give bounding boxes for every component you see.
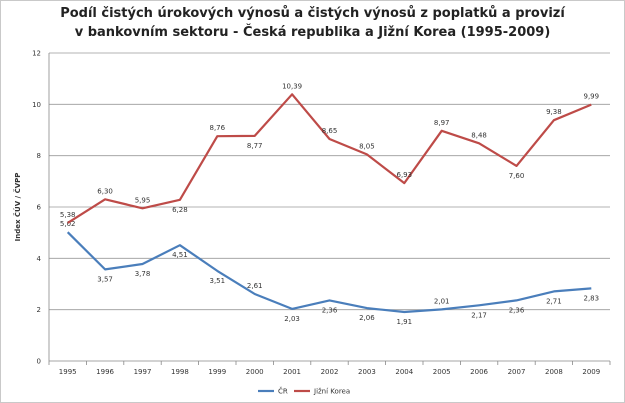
y-tick-label: 10 — [32, 101, 41, 109]
chart-title-line-1: Podíl čistých úrokových výnosů a čistých… — [60, 6, 565, 21]
data-label: 4,51 — [172, 251, 188, 259]
data-label: 2,06 — [359, 314, 375, 322]
y-tick-label: 12 — [32, 50, 41, 58]
data-label: 2,83 — [584, 294, 600, 302]
legend-label-1: ČR — [278, 387, 288, 396]
data-label: 8,65 — [322, 127, 338, 135]
x-tick-label: 2008 — [545, 368, 563, 376]
data-label: 10,39 — [282, 82, 302, 90]
x-tick-label: 1999 — [208, 368, 226, 376]
data-label: 9,99 — [584, 93, 600, 101]
x-tick-label: 2009 — [582, 368, 600, 376]
data-label: 2,36 — [322, 306, 338, 314]
data-label: 5,38 — [60, 211, 76, 219]
y-tick-label: 2 — [37, 306, 41, 314]
chart-title-line-2: v bankovním sektoru - Česká republika a … — [74, 25, 551, 40]
x-tick-label: 2002 — [321, 368, 339, 376]
x-tick-label: 2003 — [358, 368, 376, 376]
chart-title: Podíl čistých úrokových výnosů a čistých… — [0, 4, 625, 42]
y-tick-label: 8 — [37, 152, 41, 160]
data-label: 2,17 — [471, 311, 487, 319]
x-tick-label: 1997 — [134, 368, 152, 376]
series-line-2 — [67, 93, 592, 224]
y-tick-label: 0 — [37, 358, 41, 366]
y-tick-label: 4 — [37, 255, 42, 263]
y-tick-label: 6 — [37, 204, 42, 212]
legend-label-2: Jižní Korea — [313, 388, 350, 396]
x-tick-label: 2007 — [508, 368, 526, 376]
data-label: 7,60 — [509, 172, 525, 180]
data-label: 2,36 — [509, 306, 525, 314]
data-label: 2,61 — [247, 282, 263, 290]
data-label: 3,78 — [135, 270, 151, 278]
x-tick-label: 2000 — [246, 368, 264, 376]
data-label: 5,95 — [135, 196, 151, 204]
data-label: 8,76 — [210, 124, 226, 132]
data-label: 2,03 — [284, 315, 300, 323]
x-tick-label: 2001 — [283, 368, 301, 376]
x-tick-label: 1996 — [96, 368, 114, 376]
x-tick-label: 2004 — [395, 368, 413, 376]
data-label: 6,28 — [172, 206, 188, 214]
data-label: 6,93 — [397, 171, 413, 179]
data-label: 2,71 — [546, 297, 562, 305]
data-label: 1,91 — [397, 318, 413, 326]
data-label: 5,02 — [60, 220, 76, 228]
data-label: 8,77 — [247, 142, 263, 150]
data-label: 8,97 — [434, 119, 450, 127]
data-label: 8,05 — [359, 142, 375, 150]
x-tick-label: 1998 — [171, 368, 189, 376]
data-label: 3,57 — [97, 275, 113, 283]
data-label: 6,30 — [97, 187, 113, 195]
data-label: 3,51 — [210, 277, 226, 285]
data-label: 9,38 — [546, 108, 562, 116]
data-label: 8,48 — [471, 131, 487, 139]
data-label: 2,01 — [434, 297, 450, 305]
x-tick-label: 2006 — [470, 368, 488, 376]
y-axis-label: Index ČÚV / ČVPP — [13, 173, 22, 242]
series-line-1 — [66, 231, 592, 314]
x-tick-label: 2005 — [433, 368, 451, 376]
x-tick-label: 1995 — [59, 368, 77, 376]
